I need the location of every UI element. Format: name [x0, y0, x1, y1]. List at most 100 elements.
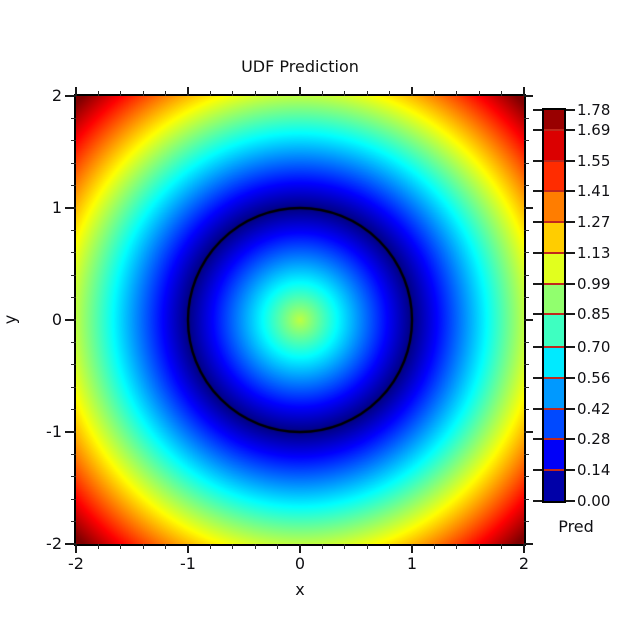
y-minor-tick [524, 364, 529, 366]
y-minor-tick [524, 341, 529, 343]
x-minor-tick [433, 91, 435, 96]
y-minor-tick [71, 521, 76, 523]
colorbar-band [544, 110, 564, 130]
colorbar-tick [566, 190, 575, 193]
y-major-tick [65, 431, 76, 433]
x-major-tick [187, 544, 189, 553]
x-major-tick [187, 87, 189, 96]
y-tick-label: -2 [46, 534, 62, 553]
x-minor-tick [97, 91, 99, 96]
x-minor-tick [142, 544, 144, 549]
colorbar-band [544, 314, 564, 348]
x-minor-tick [344, 544, 346, 549]
y-tick-label: 0 [51, 310, 62, 329]
colorbar-tick [566, 159, 575, 162]
x-minor-tick [254, 91, 256, 96]
x-minor-tick [142, 91, 144, 96]
colorbar-level-line [544, 251, 564, 254]
colorbar-level-line [544, 221, 564, 224]
x-major-tick [523, 544, 525, 553]
y-minor-tick [524, 252, 529, 254]
y-minor-tick [71, 364, 76, 366]
x-minor-tick [433, 544, 435, 549]
colorbar-tick [566, 221, 575, 224]
heatmap-canvas [76, 96, 524, 544]
y-minor-tick [71, 229, 76, 231]
colorbar-band [544, 129, 564, 161]
colorbar-band [544, 408, 564, 440]
colorbar-tick-label: 0.85 [577, 305, 611, 324]
y-major-tick [524, 431, 533, 433]
colorbar-band [544, 347, 564, 378]
x-major-tick [75, 544, 77, 553]
x-minor-tick [344, 91, 346, 96]
x-tick-label: -2 [68, 554, 84, 573]
y-tick-label: 2 [51, 86, 62, 105]
colorbar-level-line [544, 282, 564, 285]
colorbar-tick-label: 1.27 [577, 213, 611, 232]
y-minor-tick [524, 274, 529, 276]
colorbar-tick [566, 282, 575, 285]
y-minor-tick [71, 453, 76, 455]
colorbar-band [544, 283, 564, 315]
x-minor-tick [120, 544, 122, 549]
colorbar-tick [533, 407, 542, 410]
y-minor-tick [524, 453, 529, 455]
y-minor-tick [524, 229, 529, 231]
y-minor-tick [524, 521, 529, 523]
y-minor-tick [524, 185, 529, 187]
x-minor-tick [321, 544, 323, 549]
y-minor-tick [71, 252, 76, 254]
y-major-tick [524, 319, 533, 321]
y-minor-tick [71, 409, 76, 411]
plot-frame [74, 94, 526, 546]
y-minor-tick [524, 476, 529, 478]
x-minor-tick [232, 544, 234, 549]
colorbar-level-line [544, 407, 564, 410]
colorbar-tick [533, 221, 542, 224]
x-minor-tick [478, 91, 480, 96]
colorbar-tick [566, 469, 575, 472]
colorbar-tick-label: 1.13 [577, 243, 611, 262]
colorbar-level-line [544, 469, 564, 472]
colorbar-tick [566, 251, 575, 254]
colorbar-tick [566, 128, 575, 131]
y-minor-tick [71, 341, 76, 343]
x-minor-tick [277, 544, 279, 549]
colorbar-level-line [544, 128, 564, 131]
x-tick-label: 2 [518, 554, 530, 573]
x-tick-label: 1 [406, 554, 418, 573]
x-minor-tick [456, 91, 458, 96]
x-major-tick [75, 87, 77, 96]
x-axis-label: x [295, 580, 305, 599]
colorbar-level-line [544, 376, 564, 379]
colorbar-band [544, 377, 564, 409]
colorbar-band [544, 222, 564, 253]
colorbar-tick [566, 376, 575, 379]
colorbar-tick-label: 0.14 [577, 461, 611, 480]
colorbar-tick-label: 0.56 [577, 368, 611, 387]
y-minor-tick [524, 297, 529, 299]
y-minor-tick [71, 297, 76, 299]
colorbar-tick-label: 1.55 [577, 151, 611, 170]
colorbar-level-line [544, 438, 564, 441]
x-major-tick [523, 87, 525, 96]
x-minor-tick [232, 91, 234, 96]
x-minor-tick [120, 91, 122, 96]
x-minor-tick [254, 544, 256, 549]
colorbar-tick [533, 500, 542, 502]
colorbar-level-line [544, 190, 564, 193]
x-minor-tick [478, 544, 480, 549]
x-minor-tick [165, 544, 167, 549]
y-minor-tick [71, 386, 76, 388]
y-major-tick [524, 95, 533, 97]
x-minor-tick [165, 91, 167, 96]
colorbar-title: Pred [558, 517, 594, 536]
x-tick-label: 0 [294, 554, 306, 573]
colorbar-band [544, 191, 564, 223]
colorbar-tick [533, 346, 542, 349]
y-axis-label: y [0, 314, 20, 325]
y-minor-tick [71, 498, 76, 500]
colorbar-tick [566, 346, 575, 349]
y-minor-tick [71, 274, 76, 276]
